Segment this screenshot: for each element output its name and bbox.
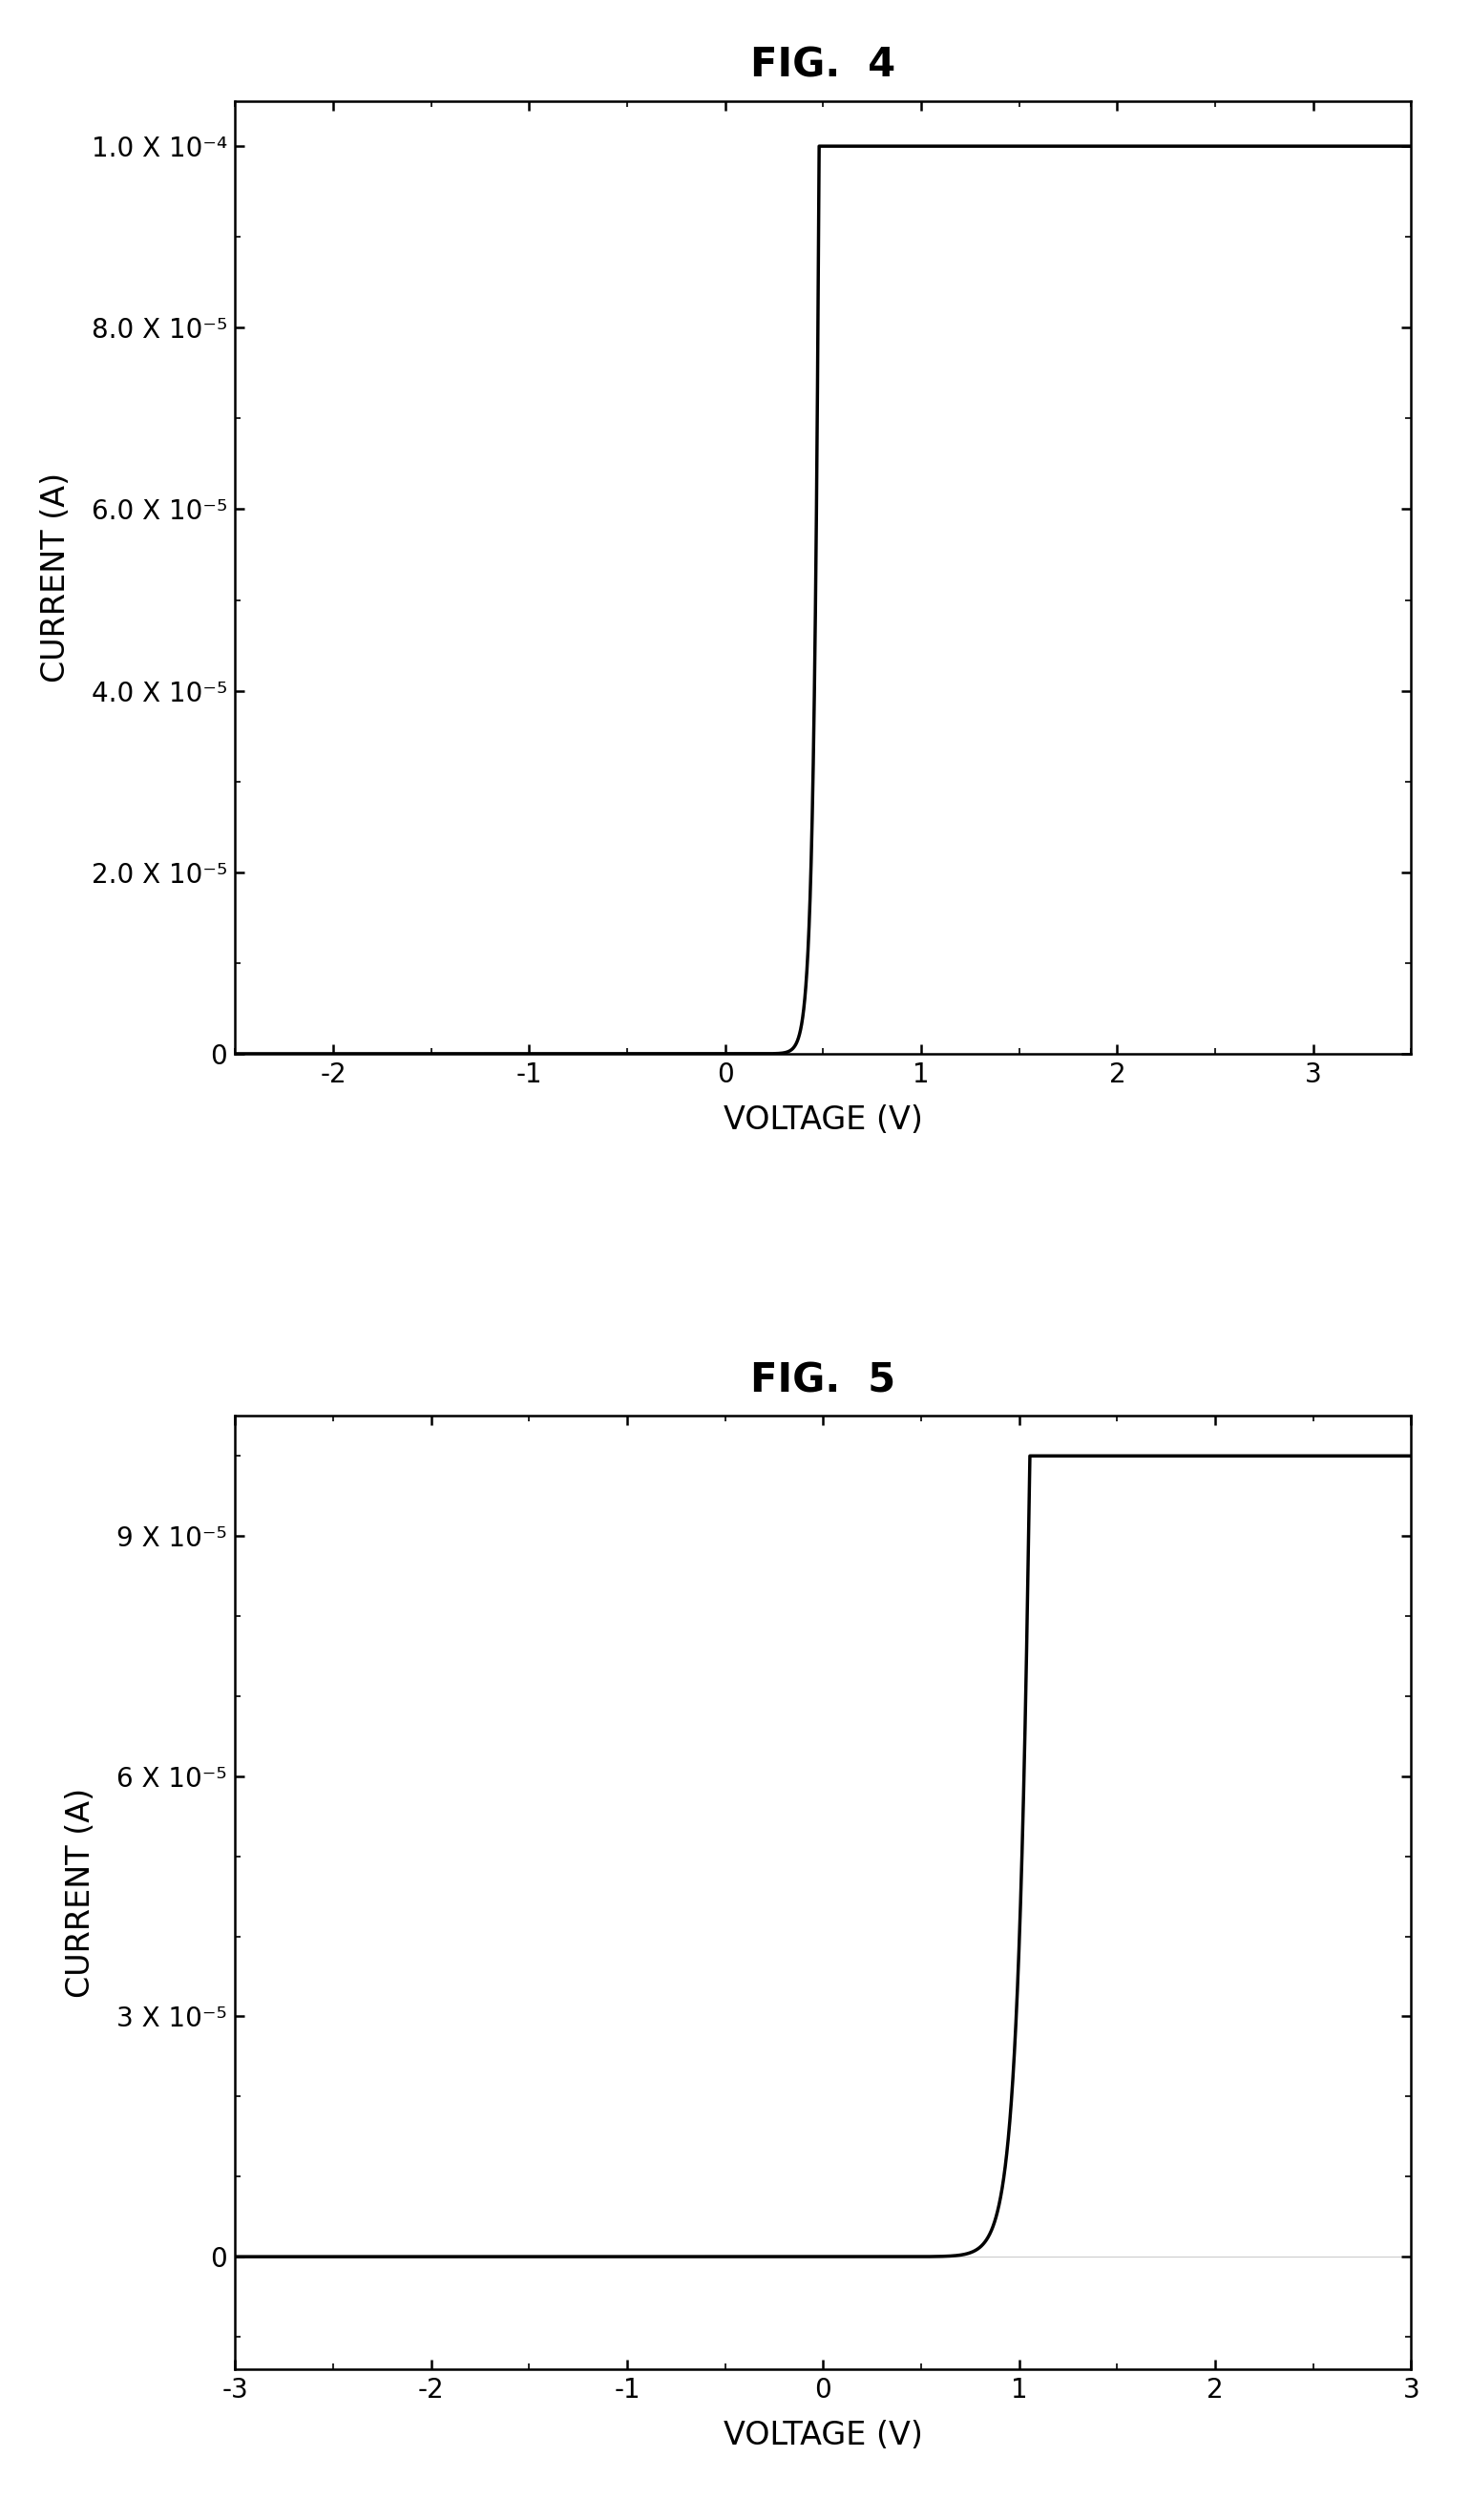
Y-axis label: CURRENT (A): CURRENT (A) xyxy=(40,471,72,683)
Title: FIG.  5: FIG. 5 xyxy=(751,1361,895,1401)
X-axis label: VOLTAGE (V): VOLTAGE (V) xyxy=(723,1104,923,1137)
Title: FIG.  4: FIG. 4 xyxy=(751,45,895,86)
X-axis label: VOLTAGE (V): VOLTAGE (V) xyxy=(723,2419,923,2452)
Y-axis label: CURRENT (A): CURRENT (A) xyxy=(65,1787,97,1998)
